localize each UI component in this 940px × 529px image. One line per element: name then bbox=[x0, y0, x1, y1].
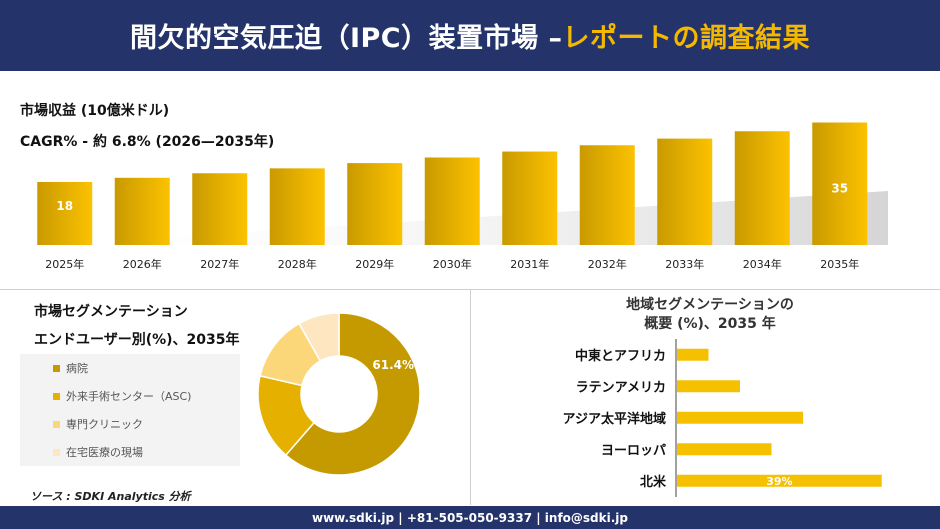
segment-title: 市場セグメンテーション エンドユーザー別(%)、2035年 bbox=[34, 298, 240, 354]
region-label: 北米 bbox=[640, 474, 667, 490]
revenue-bar bbox=[734, 131, 790, 245]
revenue-label: 市場収益 (10億米ドル) bbox=[20, 103, 170, 119]
legend-item: 外来手術センター（ASC) bbox=[20, 382, 240, 410]
region-title: 地域セグメンテーションの 概要 (%)、2035 年 bbox=[560, 296, 860, 334]
revenue-bar bbox=[424, 157, 480, 245]
legend-item: 在宅医療の現場 bbox=[20, 438, 240, 466]
donut-data-label: 61.4% bbox=[372, 358, 414, 372]
region-bar bbox=[677, 474, 882, 487]
year-tick-label: 2030年 bbox=[433, 257, 472, 271]
cagr-label: CAGR% - 約 6.8% (2026—2035年) bbox=[20, 134, 275, 150]
page-title-accent: レポートの調査結果 bbox=[562, 23, 811, 54]
revenue-bar bbox=[114, 177, 170, 245]
year-tick-label: 2035年 bbox=[820, 257, 859, 271]
segment-title-line2: エンドユーザー別(%)、2035年 bbox=[34, 332, 240, 348]
region-title-line1: 地域セグメンテーションの bbox=[626, 297, 794, 313]
revenue-bar bbox=[579, 145, 635, 245]
year-tick-label: 2025年 bbox=[45, 257, 84, 271]
legend-label: 在宅医療の現場 bbox=[66, 446, 143, 459]
year-tick-label: 2034年 bbox=[743, 257, 782, 271]
revenue-data-label: 35 bbox=[831, 182, 848, 196]
legend-swatch bbox=[53, 448, 60, 456]
revenue-bar bbox=[502, 151, 558, 245]
donut-slice bbox=[284, 312, 421, 476]
segment-title-line1: 市場セグメンテーション bbox=[34, 304, 188, 320]
revenue-bar bbox=[657, 138, 713, 245]
region-label: アジア太平洋地域 bbox=[563, 411, 666, 427]
revenue-bar bbox=[192, 173, 248, 245]
legend-item: 病院 bbox=[20, 354, 240, 382]
header-banner: 間欠的空気圧迫（IPC）装置市場 –レポートの調査結果 bbox=[0, 0, 940, 71]
year-tick-label: 2032年 bbox=[588, 257, 627, 271]
page-title: 間欠的空気圧迫（IPC）装置市場 –レポートの調査結果 bbox=[129, 23, 811, 54]
region-bar bbox=[677, 348, 709, 361]
legend-label: 外来手術センター（ASC) bbox=[66, 390, 192, 403]
market-labels: 市場収益 (10億米ドル) CAGR% - 約 6.8% (2026—2035年… bbox=[20, 100, 274, 162]
year-tick-label: 2029年 bbox=[355, 257, 394, 271]
legend-swatch bbox=[53, 364, 60, 372]
region-title-line2: 概要 (%)、2035 年 bbox=[644, 316, 776, 332]
revenue-bar bbox=[347, 163, 403, 245]
region-label: ヨーロッパ bbox=[601, 443, 666, 458]
year-tick-label: 2026年 bbox=[123, 257, 162, 271]
region-label: 中東とアフリカ bbox=[575, 348, 666, 364]
region-bar bbox=[677, 443, 772, 456]
legend-item: 専門クリニック bbox=[20, 410, 240, 438]
legend-label: 専門クリニック bbox=[66, 418, 143, 431]
donut-slice bbox=[298, 312, 340, 362]
year-tick-label: 2033年 bbox=[665, 257, 704, 271]
footer-banner: www.sdki.jp | +81-505-050-9337 | info@sd… bbox=[0, 506, 940, 529]
region-bar bbox=[677, 380, 740, 393]
region-data-label: 39% bbox=[766, 475, 792, 488]
revenue-bar bbox=[812, 122, 868, 245]
region-label: ラテンアメリカ bbox=[576, 380, 666, 395]
revenue-data-label: 18 bbox=[56, 199, 73, 213]
region-bar bbox=[677, 411, 803, 424]
year-tick-label: 2027年 bbox=[200, 257, 239, 271]
year-tick-label: 2028年 bbox=[278, 257, 317, 271]
footer-contact: www.sdki.jp | +81-505-050-9337 | info@sd… bbox=[311, 510, 628, 525]
vertical-divider bbox=[470, 290, 471, 505]
legend-swatch bbox=[53, 420, 60, 428]
segment-legend: 病院外来手術センター（ASC) 専門クリニック 在宅医療の現場 bbox=[20, 354, 240, 466]
revenue-bar bbox=[37, 182, 93, 245]
revenue-bar-chart: 2025年 18 2026年 2027年 2028年 2029年 2030年 2031年 203… bbox=[37, 122, 888, 271]
segment-donut-chart: 61.4% bbox=[257, 312, 421, 476]
horizontal-divider bbox=[0, 289, 940, 290]
year-tick-label: 2031年 bbox=[510, 257, 549, 271]
legend-label: 病院 bbox=[66, 362, 88, 375]
source-note: ソース : SDKI Analytics 分析 bbox=[30, 490, 191, 503]
revenue-bar bbox=[269, 168, 325, 245]
legend-swatch bbox=[53, 392, 60, 400]
